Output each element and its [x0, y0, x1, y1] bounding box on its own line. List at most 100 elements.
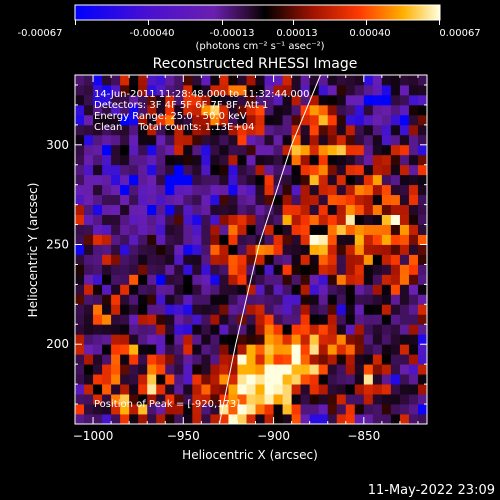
heatmap-cell — [228, 114, 238, 126]
heatmap-cell — [381, 314, 392, 325]
heatmap-cell — [129, 204, 139, 215]
heatmap-cell — [255, 214, 265, 225]
heatmap-cell — [363, 294, 374, 305]
heatmap-cell — [174, 75, 184, 86]
colorbar-tick-label: 0.00067 — [439, 28, 480, 39]
heatmap-cell — [318, 184, 329, 196]
heatmap-cell — [282, 94, 293, 106]
heatmap-cell — [255, 344, 265, 355]
heatmap-cell — [84, 324, 94, 335]
heatmap-cell — [165, 224, 175, 235]
heatmap-cell — [363, 344, 374, 355]
heatmap-cell — [219, 294, 229, 305]
heatmap-cell — [111, 404, 121, 415]
heatmap-cell — [228, 374, 238, 385]
heatmap-cell — [147, 354, 157, 365]
footer-timestamp: 11-May-2022 23:09 — [368, 483, 495, 498]
heatmap-cell — [246, 184, 256, 196]
heatmap-cell — [282, 334, 293, 345]
heatmap-cell — [201, 164, 211, 176]
heatmap-cell — [300, 274, 311, 285]
heatmap-cell — [84, 174, 94, 186]
heatmap-cell — [363, 274, 374, 285]
heatmap-cell — [219, 174, 229, 186]
heatmap-cell — [93, 134, 103, 146]
heatmap-cell — [237, 254, 247, 265]
heatmap-cell — [417, 354, 427, 365]
heatmap-cell — [381, 414, 392, 424]
heatmap-cell — [174, 274, 184, 285]
heatmap-cell — [93, 214, 103, 225]
heatmap-cell — [102, 294, 112, 305]
method-counts-text: Clean Total counts: 1.13E+04 — [94, 122, 254, 133]
heatmap-cell — [138, 274, 148, 285]
heatmap-cell — [408, 414, 419, 424]
heatmap-cell — [363, 324, 374, 335]
heatmap-cell — [282, 194, 293, 206]
heatmap-cell — [192, 394, 202, 405]
heatmap-cell — [93, 414, 103, 424]
heatmap-cell — [327, 94, 338, 106]
heatmap-cell — [381, 154, 392, 166]
heatmap-cell — [219, 264, 229, 275]
heatmap-cell — [174, 134, 184, 146]
x-axis: −1000 −950 −900 −850 — [73, 75, 419, 443]
heatmap-cell — [192, 134, 202, 146]
heatmap-cell — [210, 394, 220, 405]
heatmap-cell — [93, 274, 103, 285]
heatmap-cell — [255, 314, 265, 325]
heatmap-cell — [111, 214, 121, 225]
heatmap-cell — [210, 224, 220, 235]
heatmap-cell — [282, 284, 293, 295]
heatmap-cell — [165, 144, 175, 156]
heatmap-cell — [129, 274, 139, 285]
heatmap-cell — [111, 144, 121, 156]
heatmap-cell — [165, 274, 175, 285]
heatmap-cell — [300, 234, 311, 245]
heatmap-cell — [264, 254, 274, 265]
heatmap-cell — [120, 184, 130, 196]
heatmap-cell — [255, 174, 265, 186]
heatmap-cell — [318, 104, 329, 116]
heatmap-cell — [408, 224, 419, 235]
heatmap-cell — [201, 404, 211, 415]
heatmap-cell — [291, 264, 302, 275]
heatmap-cell — [246, 214, 256, 225]
heatmap-cell — [417, 274, 427, 285]
heatmap-cell — [138, 384, 148, 395]
heatmap-cell — [165, 75, 175, 86]
heatmap-cell — [300, 394, 311, 405]
heatmap-cell — [417, 314, 427, 325]
heatmap-cell — [273, 254, 283, 265]
heatmap-cell — [327, 374, 338, 385]
heatmap-cell — [309, 184, 320, 196]
heatmap-cell — [237, 144, 247, 156]
heatmap-cell — [138, 324, 148, 335]
heatmap-cell — [345, 154, 356, 166]
heatmap-cell — [372, 174, 383, 186]
heatmap-cell — [138, 414, 148, 424]
heatmap-cell — [201, 124, 211, 136]
heatmap-cell — [111, 234, 121, 245]
heatmap-cell — [93, 264, 103, 275]
heatmap-cell — [363, 384, 374, 395]
heatmap-cell — [363, 174, 374, 186]
heatmap-cell — [417, 134, 427, 146]
heatmap-cell — [318, 214, 329, 225]
heatmap-cell — [282, 344, 293, 355]
solar-limb-curve — [218, 75, 321, 424]
heatmap-cell — [381, 344, 392, 355]
heatmap-cell — [291, 114, 302, 126]
heatmap-cell — [111, 194, 121, 206]
heatmap-cell — [327, 294, 338, 305]
heatmap-cell — [291, 384, 302, 395]
heatmap-cell — [300, 354, 311, 365]
heatmap-cell — [318, 244, 329, 255]
heatmap-cell — [147, 314, 157, 325]
heatmap-cell — [345, 384, 356, 395]
heatmap-cell — [93, 394, 103, 405]
heatmap-cell — [318, 354, 329, 365]
heatmap-cell — [84, 294, 94, 305]
heatmap-cell — [93, 114, 103, 126]
heatmap-cell — [165, 164, 175, 176]
